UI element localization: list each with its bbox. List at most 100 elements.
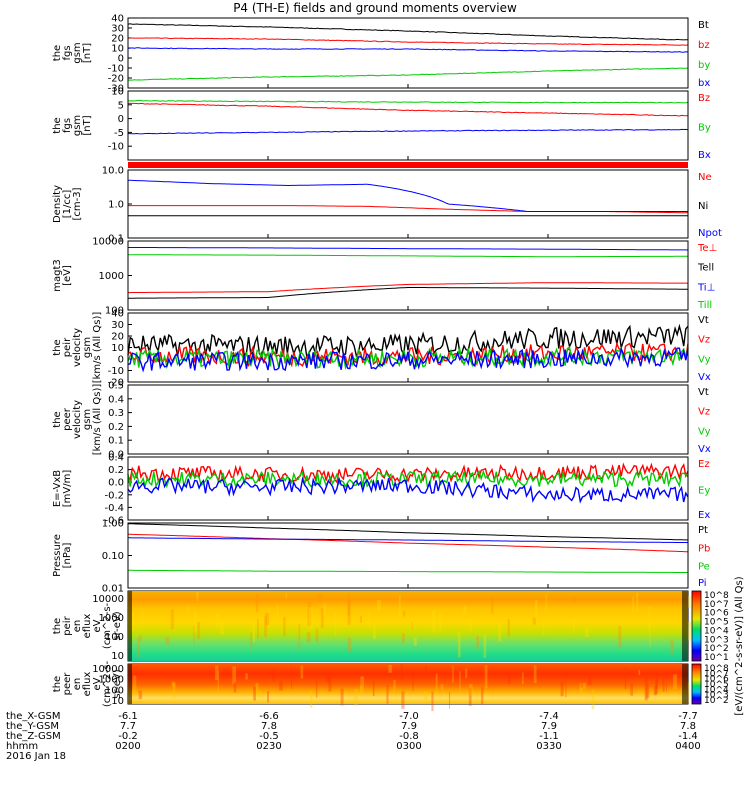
spectro-texture [223,668,228,677]
ylabel-line: [1/cc] [62,190,73,219]
ylabel-line: peer [62,672,73,696]
ytick-label-3-2: 100 [105,306,124,317]
legend-7-0: Pt [698,525,708,536]
ytick-label-3-0: 10000 [92,237,124,248]
ylabel-line: [km/s (All Qs)] [92,384,103,456]
spectro-texture [435,673,438,696]
footer-date: 2016 Jan 18 [6,751,66,762]
ylabel-line: [nT] [82,43,93,63]
series-line-4-1 [127,341,689,368]
spectro-texture [197,622,201,640]
spectro-edge-right [682,591,688,661]
ylabel-line: gsm [72,42,83,63]
spectro-texture [137,637,140,658]
ylabel-line: peir [62,337,73,357]
spectro-texture [283,617,286,636]
spectro-texture [673,674,677,689]
spectro-texture [372,680,375,697]
legend-6-2: Ex [698,510,710,521]
ytick-label-5-2: 0.3 [108,408,124,419]
spectro-texture [318,594,322,602]
ylabel-line: the [52,618,63,634]
ytick-label-1-4: -10 [108,142,124,153]
ytick-label-6-5: -0.6 [104,516,124,527]
spectro-texture [215,614,220,628]
colorbar-electrons-tick-5: 10^3 [704,691,729,701]
legend-3-1: Tell [697,263,714,274]
spectro-texture [245,673,248,680]
spectro-texture [522,672,524,685]
spectro-texture [618,626,622,648]
spectro-texture [257,691,261,698]
spectro-texture [687,621,692,641]
ytick-label-6-1: 0.2 [108,465,124,476]
spectro-texture [484,665,488,689]
legend-0-2: by [698,60,710,71]
spectro-texture [132,675,137,693]
spectro-texture [533,665,537,684]
spectro-texture [448,691,451,709]
spectro-texture [279,680,283,691]
spectro-texture [250,632,253,651]
footer-x-4: -7.7 [678,711,698,722]
spectro-texture [411,622,413,630]
ylabel-line: eflux [82,672,93,697]
spectro-texture [139,635,142,643]
legend-3-3: Till [697,300,712,311]
ytick-label-4-3: 10 [111,343,124,354]
colorbar-electrons-tick-6: 10^2 [704,696,729,706]
footer-y-3: 7.9 [541,721,557,732]
series-line-1-2 [128,128,689,135]
ylabel-line: fgs [62,118,73,133]
series-line-4-2 [127,346,689,370]
spectro-texture [440,684,444,691]
legend-5-3: Vx [698,444,711,455]
spectro-texture [579,682,582,696]
panel-3: 10000 1000 100 magt3[eV] Te⊥ Tell Ti⊥ Till [52,237,717,317]
spectro-texture [463,605,467,615]
ytick-label-1-2: 0 [118,114,124,125]
spectro-texture [636,592,639,612]
footer-y-0: 7.7 [120,721,136,732]
legend-6-1: Ey [698,486,710,497]
ylabel-line: [km/s (All Qs)] [92,312,103,384]
spectro-texture [469,684,473,696]
series-line-6-0 [127,462,689,484]
ylabel-line: Pressure [52,534,63,577]
spectro-texture [276,604,279,622]
spectro-texture [360,676,364,694]
spectro-texture [645,684,650,699]
footer-x-0: -6.1 [118,711,138,722]
spectro-texture [141,612,143,625]
spectro-texture [272,668,276,683]
ylabel-4: thepeirvelocitygsm[km/s (All Qs)] [52,312,103,384]
ylabel-line: en [72,678,83,691]
series-line-7-2 [128,569,688,573]
spectro-texture [310,690,313,708]
legend-7-1: Pb [698,543,710,554]
ylabel-7: Pressure[nPa] [52,534,73,577]
spectro-texture [354,688,358,706]
series-line-1-0 [127,102,689,117]
spectro-edge-right [682,664,688,704]
spectro-texture [638,669,641,675]
ylabel-line: gsm [72,115,83,136]
spectro-texture [267,608,270,614]
colorbar-ions-tick-1: 10^7 [704,600,729,610]
spectro-texture [347,600,351,625]
legend-2-0: Ne [698,172,712,183]
ytick-label-0-5: -10 [108,64,124,75]
ylabel-line: en [72,620,83,633]
series-line-0-2 [127,67,689,81]
ylabel-line: (cm^2-s- [102,602,113,649]
legend-7-3: Pi [698,578,707,589]
series-line-0-3 [127,47,689,53]
spectro-texture [468,687,472,706]
spectro-texture [290,665,293,689]
spectro-texture [507,619,510,637]
ylabel-line: the [52,411,63,427]
ytick-label-5-3: 0.2 [108,422,124,433]
spectro-texture [360,615,363,623]
spectrogram-8 [128,591,688,661]
